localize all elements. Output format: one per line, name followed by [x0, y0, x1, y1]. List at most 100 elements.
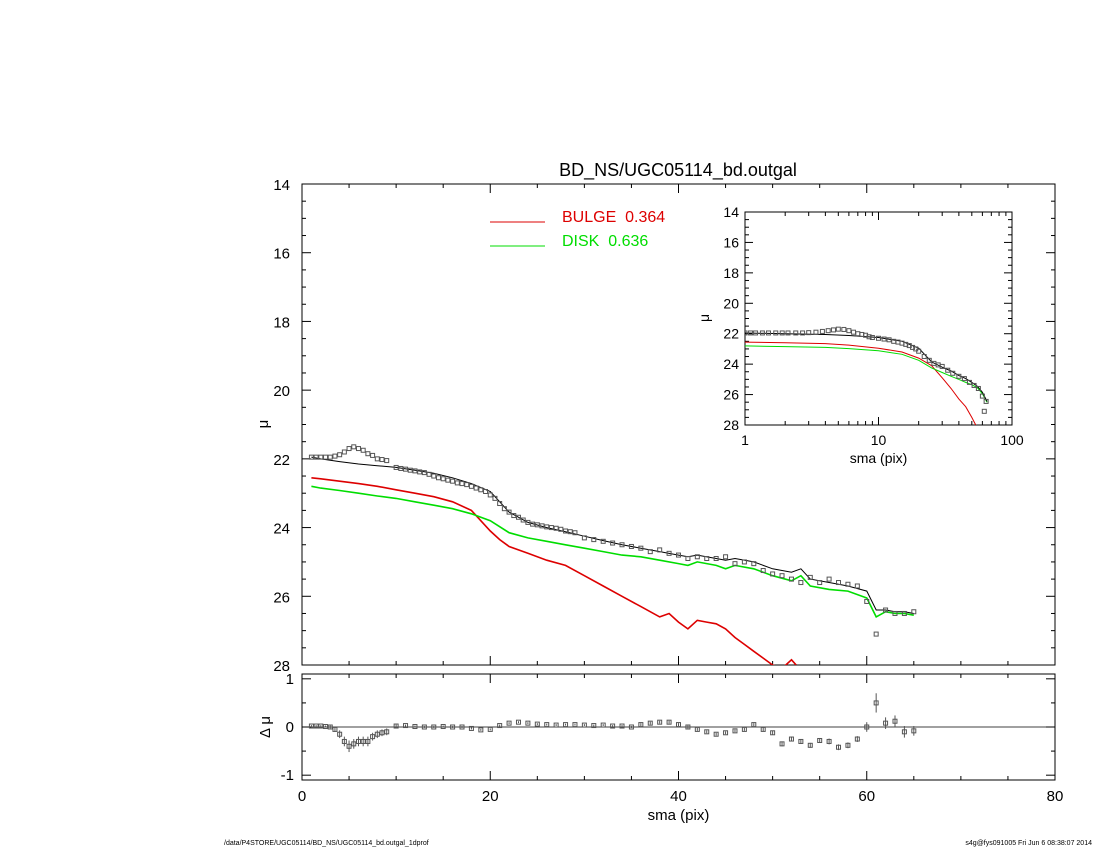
inset-data-point: [759, 330, 765, 336]
residual-point: [360, 738, 366, 744]
main-ytick-label: 20: [273, 383, 290, 400]
inset-ytick-label: 28: [723, 417, 739, 433]
inset-data-point: [846, 328, 852, 334]
residual-point: [374, 731, 380, 737]
residual-point: [450, 724, 456, 730]
residual-point: [817, 737, 823, 743]
residual-point: [487, 726, 493, 732]
inset-data-point: [983, 398, 989, 404]
main-data-point: [657, 547, 663, 553]
main-data-point: [647, 549, 653, 555]
main-ytick-label: 24: [273, 521, 290, 538]
main-data-point: [685, 555, 691, 561]
inset-data-point: [745, 330, 748, 336]
inset-data-point: [981, 408, 987, 414]
residual-point: [431, 724, 437, 730]
inset-data-point: [926, 357, 932, 363]
residual-point: [713, 731, 719, 737]
residual-point: [365, 738, 371, 744]
inset-data-point: [813, 329, 819, 335]
main-data-point: [308, 454, 314, 460]
main-data-point: [553, 525, 559, 531]
main-data-point: [600, 538, 606, 544]
main-data-point: [384, 458, 390, 464]
inset-data-point: [881, 336, 887, 342]
main-data-point: [751, 561, 757, 567]
residual-point: [854, 736, 860, 742]
main-data-point: [360, 447, 366, 453]
main-data-point: [619, 542, 625, 548]
main-data-point: [723, 554, 729, 560]
main-data-point: [854, 583, 860, 589]
main-data-point: [417, 469, 423, 475]
main-series-model: [311, 456, 914, 614]
residual-point: [591, 723, 597, 729]
residual-point: [638, 722, 644, 728]
inset-data-point: [869, 335, 875, 341]
residual-point: [600, 722, 606, 728]
residual-ylabel: Δ μ: [257, 716, 274, 738]
inset-data-point: [921, 354, 927, 360]
residual-point: [694, 726, 700, 732]
main-data-point: [445, 477, 451, 483]
main-data-point: [407, 467, 413, 473]
inset-data-point: [945, 367, 951, 373]
inset-data-point: [819, 328, 825, 334]
main-data-point: [676, 552, 681, 558]
residual-xtick-label: 20: [482, 788, 499, 805]
residual-point: [751, 722, 757, 728]
inset-series-disk: [745, 345, 988, 403]
main-data-point: [403, 466, 409, 472]
inset-data-point: [830, 327, 836, 333]
main-data-point: [558, 526, 564, 532]
main-ytick-label: 18: [273, 314, 290, 331]
inset-series-bulge: [745, 341, 977, 425]
residual-point: [741, 726, 747, 732]
residual-point: [901, 729, 907, 735]
inset-data-point: [939, 363, 945, 369]
main-data-point: [534, 522, 540, 528]
residual-point: [506, 720, 512, 726]
residual-point: [459, 724, 465, 730]
main-data-point: [520, 517, 526, 523]
main-data-point: [572, 530, 578, 536]
main-data-point: [741, 559, 747, 565]
residual-point: [723, 730, 729, 736]
residual-xtick-label: 80: [1047, 788, 1064, 805]
main-data-point: [511, 513, 517, 519]
residual-point: [337, 731, 343, 737]
residual-xtick-label: 40: [670, 788, 687, 805]
inset-data-point: [876, 335, 881, 341]
main-data-point: [313, 454, 319, 460]
residual-point: [497, 723, 503, 729]
main-data-point: [628, 543, 634, 549]
legend: BULGE 0.364 DISK 0.636: [490, 209, 665, 250]
main-data-point: [332, 453, 338, 459]
main-data-point: [497, 501, 503, 507]
residual-point: [553, 722, 559, 728]
residual-point: [308, 723, 314, 729]
main-series-bulge: [311, 477, 797, 665]
residual-point: [610, 723, 616, 729]
main-data-point: [487, 492, 493, 498]
inset-data-point: [806, 330, 812, 336]
footer-timestamp: s4g@fys091005 Fri Jun 6 08:38:07 2014: [965, 840, 1092, 847]
main-data-point: [478, 487, 484, 493]
residual-point: [313, 723, 319, 729]
inset-data-points: [745, 326, 989, 414]
residual-point: [826, 738, 832, 744]
residual-point: [657, 719, 663, 725]
footer-file-path: /data/P4STORE/UGC05114/BD_NS/UGC05114_bd…: [224, 840, 429, 847]
main-data-point: [323, 454, 329, 460]
residual-xlabel: sma (pix): [648, 807, 710, 824]
main-data-point: [638, 545, 644, 551]
main-data-point: [492, 495, 498, 501]
residual-point: [323, 724, 329, 730]
residual-point: [779, 741, 785, 747]
main-data-point: [836, 580, 842, 586]
residual-point: [864, 724, 870, 730]
main-series-disk: [311, 485, 914, 619]
main-ytick-label: 16: [273, 246, 290, 263]
main-data-point: [483, 488, 489, 494]
residual-point: [911, 728, 917, 734]
